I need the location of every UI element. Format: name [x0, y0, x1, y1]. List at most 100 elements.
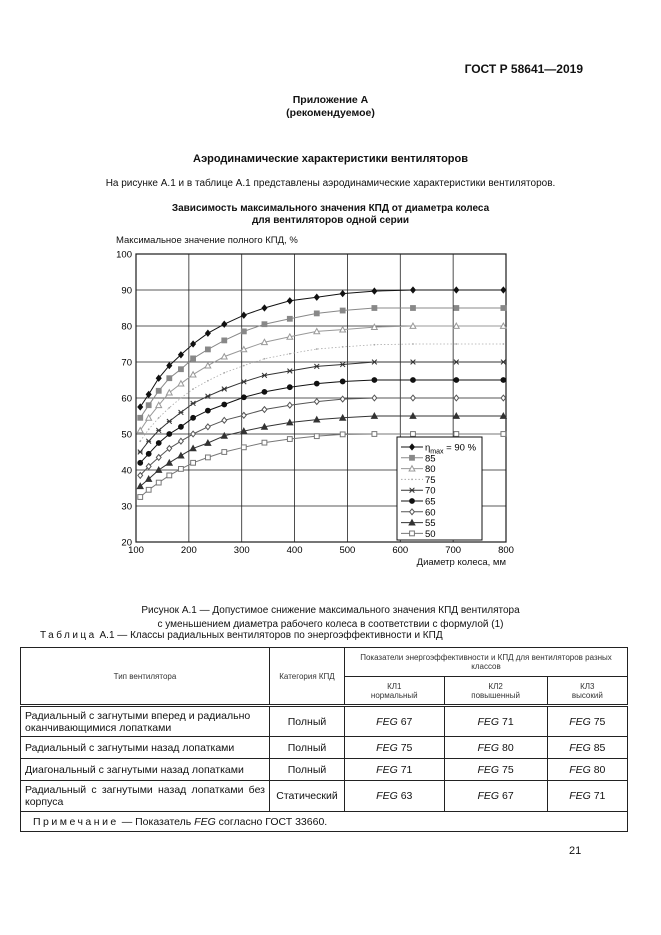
data-point [261, 388, 268, 395]
page-number: 21 [569, 845, 582, 857]
data-point [155, 453, 162, 462]
data-point [288, 352, 291, 355]
fan-type: Радиальный с загнутыми назад лопатками [20, 736, 270, 759]
data-point [409, 498, 415, 504]
data-point [500, 431, 507, 437]
data-point [241, 379, 247, 385]
data-point [339, 307, 346, 314]
legend-label: 75 [425, 475, 436, 486]
data-point [166, 418, 173, 425]
data-point [178, 466, 184, 472]
data-point [221, 401, 228, 408]
data-point [157, 416, 160, 419]
series-85 [137, 305, 507, 421]
y-tick-label: 70 [121, 358, 132, 369]
data-point [166, 375, 173, 382]
data-point [408, 464, 416, 472]
data-point [177, 351, 184, 359]
data-point [155, 387, 162, 394]
data-point [145, 438, 152, 444]
data-point [410, 377, 416, 383]
data-point [204, 439, 212, 446]
x-tick-label: 500 [339, 545, 355, 556]
data-point [261, 372, 268, 379]
data-point [139, 440, 142, 443]
data-point [177, 451, 185, 459]
data-point [287, 368, 293, 374]
data-point [499, 322, 508, 329]
legend-label: 80 [425, 464, 436, 475]
data-point [263, 357, 266, 360]
data-point [223, 371, 226, 374]
data-point [371, 377, 378, 383]
kl1-value: FEG 67 [344, 705, 445, 737]
data-point [313, 433, 320, 440]
data-point [410, 431, 416, 437]
y-tick-label: 100 [116, 250, 132, 261]
data-point [370, 323, 379, 330]
legend-label: ηmax = 90 % [425, 443, 477, 456]
data-point [136, 426, 144, 434]
data-point [155, 374, 162, 382]
data-point [339, 289, 346, 298]
data-point [178, 409, 184, 416]
data-point [220, 431, 229, 439]
figure-caption-1: Рисунок А.1 — Допустимое снижение максим… [141, 605, 520, 616]
data-point [452, 322, 461, 329]
data-point [261, 304, 268, 312]
data-point [410, 359, 416, 365]
header-type: Тип вентилятора [20, 647, 270, 706]
data-point [136, 482, 144, 490]
data-point [145, 486, 152, 493]
data-point [453, 431, 460, 437]
data-point [313, 327, 321, 335]
data-point [453, 394, 460, 402]
data-point [220, 352, 229, 360]
series-65 [137, 377, 507, 466]
data-point [144, 475, 153, 482]
standard-number: ГОСТ Р 58641—2019 [464, 62, 583, 76]
kl1-value: FEG 71 [344, 758, 445, 781]
data-point [137, 449, 143, 455]
y-tick-label: 30 [121, 502, 132, 513]
legend-label: 65 [425, 497, 436, 508]
x-axis-label: Диаметр колеса, мм [416, 557, 506, 568]
x-tick-label: 200 [181, 545, 197, 556]
data-point [166, 361, 173, 370]
data-point [315, 348, 318, 350]
table-row: Радиальный с загнутыми назад лопатками б… [20, 780, 629, 812]
data-point [221, 416, 228, 425]
data-point [286, 297, 293, 305]
figure-title-2: для вентиляторов одной серии [251, 215, 410, 226]
data-point [145, 402, 152, 409]
data-point [189, 444, 197, 452]
data-point [145, 390, 152, 399]
efficiency-category: Полный [269, 758, 345, 781]
data-point [166, 431, 173, 437]
data-point [240, 311, 247, 319]
data-point [240, 345, 248, 353]
data-point [499, 412, 508, 419]
y-tick-label: 40 [121, 466, 132, 477]
section-title: Аэродинамические характеристики вентилят… [192, 153, 469, 165]
kl2-value: FEG 67 [443, 780, 548, 812]
data-point [409, 394, 417, 402]
data-point [204, 346, 211, 353]
data-point [180, 397, 182, 399]
series-90 [137, 286, 507, 411]
data-point [261, 405, 268, 414]
data-point [204, 329, 211, 337]
data-point [155, 479, 162, 486]
data-point [190, 355, 196, 362]
data-point [313, 380, 320, 387]
data-point [261, 321, 268, 328]
efficiency-category: Статический [269, 780, 345, 812]
y-tick-label: 50 [121, 430, 132, 441]
data-point [178, 423, 184, 430]
kl1-value: FEG 63 [344, 780, 445, 812]
data-point [408, 518, 416, 526]
data-point [500, 394, 507, 402]
data-point [240, 394, 247, 401]
data-point [313, 293, 320, 301]
efficiency-category: Полный [269, 736, 345, 759]
